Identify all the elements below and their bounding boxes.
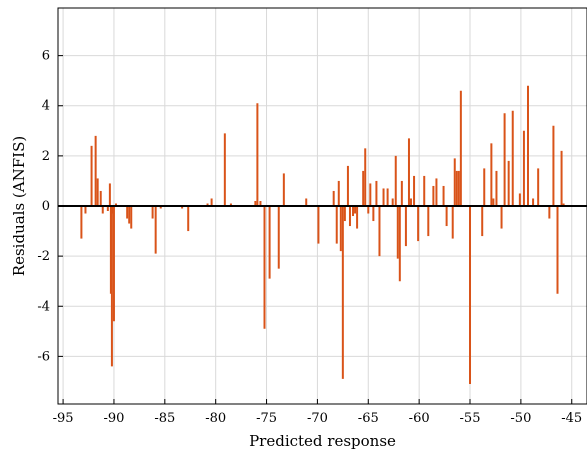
y-tick-label: -4 [37, 299, 50, 314]
grid [58, 8, 587, 404]
x-tick-label: -70 [307, 411, 328, 426]
y-tick-labels: -6 -4 -2 0 2 4 6 [37, 49, 63, 364]
y-axis-title: Residuals (ANFIS) [10, 136, 28, 276]
y-tick-label: 6 [42, 49, 50, 64]
y-tick-label: 0 [42, 199, 50, 214]
x-tick-label: -55 [460, 411, 481, 426]
x-tick-labels: -95 -90 -85 -80 -75 -70 -65 -60 -55 -50 -45 [53, 399, 582, 426]
x-tick-label: -95 [53, 411, 74, 426]
x-tick-label: -65 [358, 411, 379, 426]
y-tick-label: -6 [37, 349, 50, 364]
x-tick-label: -45 [561, 411, 582, 426]
x-tick-label: -80 [205, 411, 226, 426]
x-tick-label: -50 [510, 411, 531, 426]
x-tick-label: -75 [256, 411, 277, 426]
y-tick-label: 4 [42, 99, 50, 114]
x-axis-title: Predicted response [249, 432, 396, 450]
y-tick-label: 2 [42, 149, 50, 164]
x-tick-label: -85 [154, 411, 175, 426]
x-tick-label: -90 [103, 411, 124, 426]
y-tick-label: -2 [37, 249, 50, 264]
residual-stems [80, 85, 565, 384]
x-tick-label: -60 [409, 411, 430, 426]
